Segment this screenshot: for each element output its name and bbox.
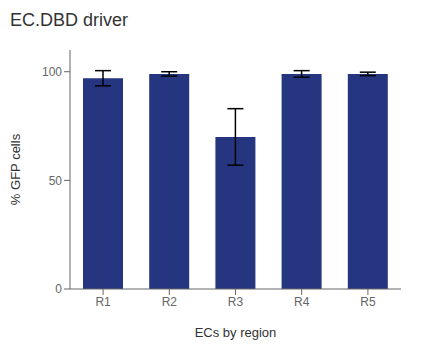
svg-text:R4: R4 <box>294 295 310 309</box>
svg-text:R3: R3 <box>228 295 244 309</box>
svg-text:R2: R2 <box>162 295 178 309</box>
svg-text:ECs by region: ECs by region <box>195 325 277 340</box>
svg-text:R1: R1 <box>95 295 111 309</box>
svg-text:50: 50 <box>49 174 63 188</box>
svg-text:% GFP cells: % GFP cells <box>8 133 23 205</box>
html-text:EC.DBD driver: EC.DBD driver <box>10 10 128 30</box>
svg-text:0: 0 <box>55 282 62 296</box>
svg-text:100: 100 <box>42 65 62 79</box>
svg-text:R5: R5 <box>360 295 376 309</box>
